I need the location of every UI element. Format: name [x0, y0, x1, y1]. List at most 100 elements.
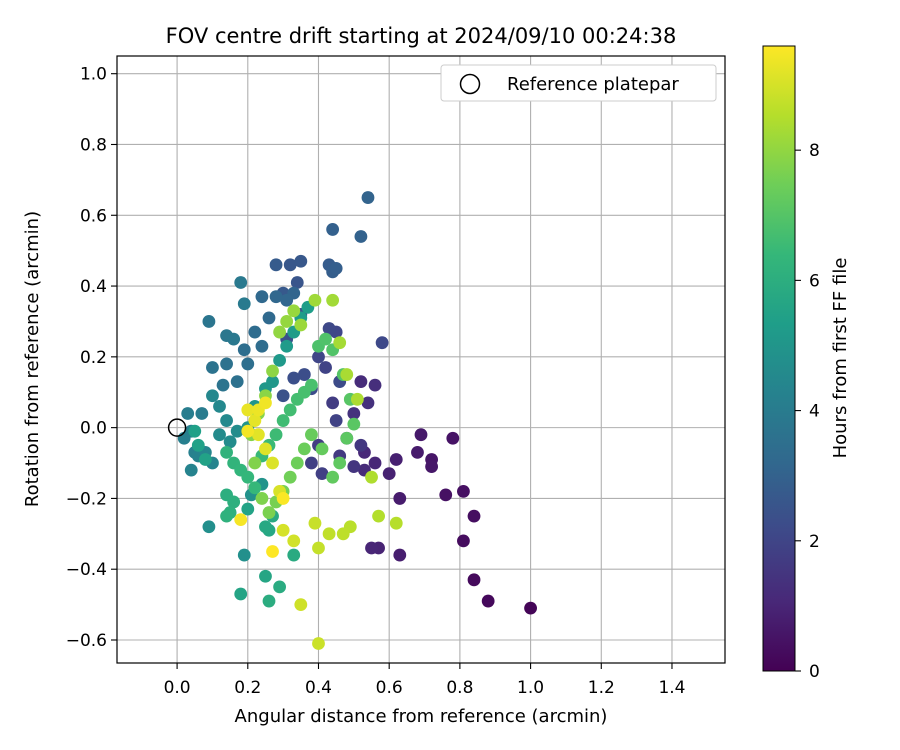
data-point: [375, 336, 389, 350]
data-point: [202, 315, 216, 328]
data-point: [333, 336, 347, 350]
data-point: [259, 442, 272, 456]
data-point: [276, 414, 290, 427]
x-tick-label: 0.8: [446, 678, 473, 698]
data-point: [283, 470, 297, 484]
data-point: [251, 428, 265, 442]
data-point: [425, 460, 439, 473]
colorbar-tick-label: 8: [809, 141, 820, 161]
data-point: [312, 350, 325, 364]
data-point: [280, 315, 294, 328]
data-point: [414, 428, 428, 442]
data-point: [322, 322, 336, 335]
data-point: [350, 392, 364, 406]
data-point: [389, 516, 403, 530]
colorbar-tick-label: 4: [809, 402, 820, 422]
data-point: [326, 396, 340, 410]
data-point: [276, 523, 290, 537]
data-point: [319, 361, 332, 374]
data-point: [273, 353, 287, 367]
data-point: [305, 428, 318, 442]
plot-frame: [116, 55, 726, 664]
x-tick-label: 0.2: [234, 678, 261, 698]
y-axis-ticks: 1.0 0.8 0.6 0.4 0.2 0.0 −0.2 −0.4 −0.6: [66, 65, 117, 651]
data-point: [312, 541, 325, 555]
data-point: [248, 325, 262, 339]
data-point: [255, 339, 269, 353]
colorbar: 0 2 4 6 8 Hours from first FF file: [762, 45, 851, 682]
data-point: [294, 318, 308, 332]
data-point: [237, 297, 251, 311]
x-tick-label: 1.2: [588, 678, 615, 698]
data-point: [223, 435, 237, 449]
data-point: [241, 403, 255, 417]
y-tick-label: 0.8: [80, 135, 107, 155]
data-point: [365, 541, 378, 555]
data-point: [269, 428, 283, 442]
data-point: [213, 399, 226, 413]
data-point: [195, 407, 209, 420]
data-point: [248, 481, 262, 495]
data-point: [262, 311, 276, 325]
data-point: [329, 261, 343, 275]
y-tick-label: −0.4: [66, 560, 107, 580]
data-point: [312, 637, 325, 650]
colorbar-ticks: 0 2 4 6 8: [795, 141, 820, 682]
colorbar-tick-label: 6: [809, 271, 820, 291]
data-point: [234, 513, 248, 527]
data-point: [259, 520, 272, 534]
data-point: [347, 417, 361, 431]
data-point: [269, 290, 283, 304]
data-point: [248, 456, 262, 470]
x-tick-label: 1.0: [517, 678, 544, 698]
x-axis-label: Angular distance from reference (arcmin): [235, 706, 608, 727]
y-tick-label: −0.2: [66, 489, 107, 509]
data-point: [266, 456, 279, 470]
data-point: [273, 580, 287, 594]
data-point: [241, 502, 255, 516]
data-point: [439, 488, 453, 502]
data-point: [184, 463, 198, 477]
colorbar-gradient: [762, 45, 796, 672]
colorbar-label: Hours from first FF file: [830, 258, 851, 459]
data-point: [259, 569, 272, 583]
data-point: [188, 424, 202, 438]
data-point: [181, 407, 195, 420]
data-point: [354, 375, 368, 389]
data-point: [315, 467, 329, 481]
data-point: [297, 442, 311, 456]
data-point: [393, 548, 407, 562]
data-point: [336, 527, 350, 541]
data-point: [220, 446, 233, 459]
data-point: [294, 598, 308, 612]
data-point: [287, 304, 301, 318]
data-point: [202, 520, 216, 534]
data-point: [372, 509, 385, 523]
data-point: [177, 431, 191, 445]
data-point: [340, 431, 354, 445]
data-point: [389, 453, 403, 466]
data-point: [297, 368, 311, 381]
data-point: [287, 548, 301, 562]
y-tick-label: 1.0: [80, 65, 107, 85]
reference-platepar-marker: [167, 418, 187, 437]
data-point: [294, 254, 308, 268]
data-point: [308, 293, 322, 307]
data-point: [382, 467, 396, 481]
data-point: [326, 293, 340, 307]
x-tick-label: 1.4: [658, 678, 685, 698]
legend: Reference platepar: [440, 64, 717, 102]
data-point: [446, 431, 460, 445]
x-tick-label: 0.4: [305, 678, 332, 698]
data-point: [273, 325, 287, 339]
data-point: [276, 492, 290, 505]
data-point: [305, 456, 318, 470]
data-point: [347, 460, 361, 473]
data-point: [524, 601, 537, 615]
data-point: [213, 428, 226, 442]
data-point: [198, 453, 212, 466]
data-point: [220, 509, 233, 523]
data-point: [266, 375, 279, 389]
x-tick-label: 0.0: [164, 678, 191, 698]
